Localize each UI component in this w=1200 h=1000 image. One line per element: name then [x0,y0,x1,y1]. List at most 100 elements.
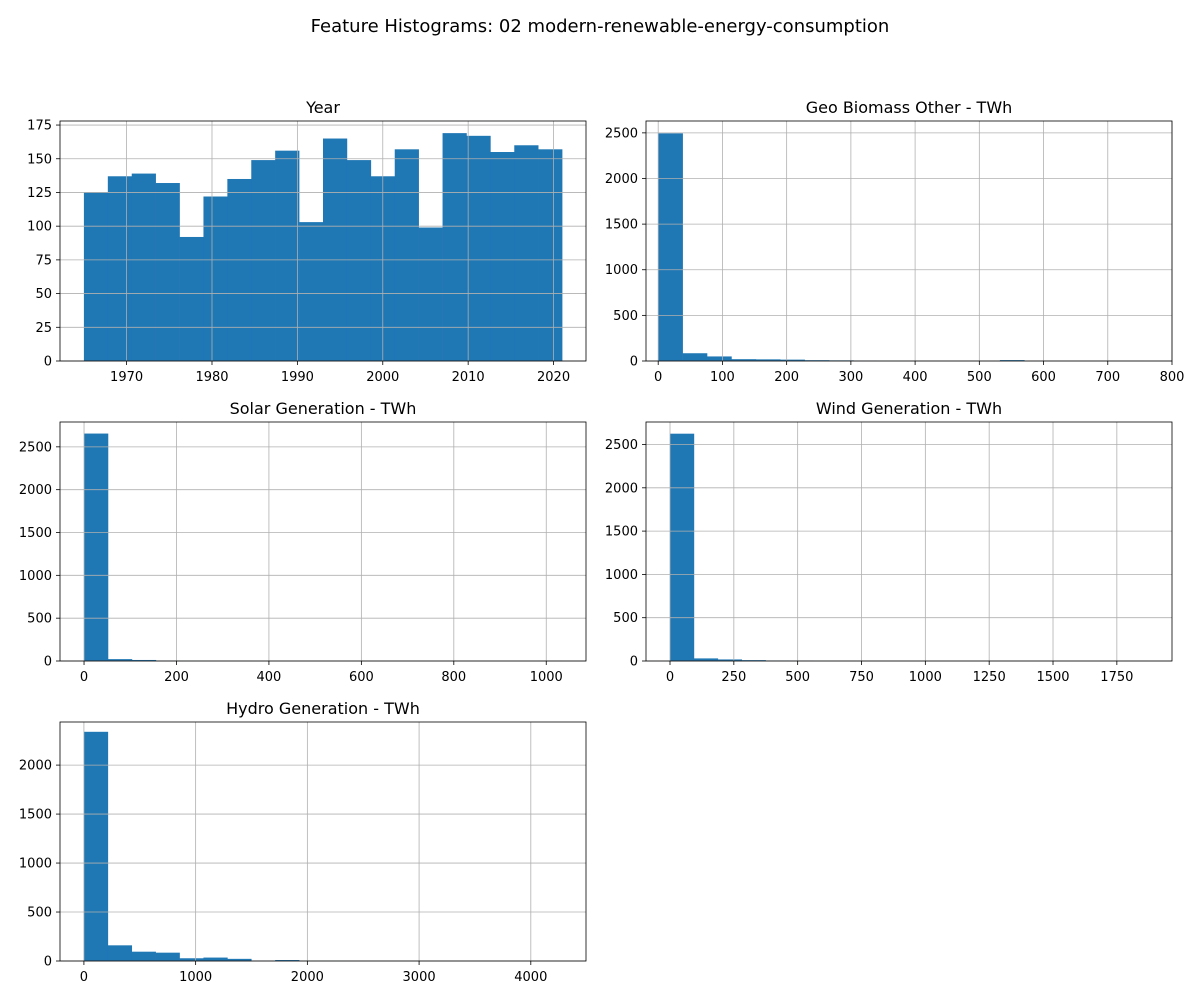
histogram-bar [442,133,467,361]
y-tick-label: 2000 [19,483,52,498]
y-tick-label: 2500 [605,438,638,453]
histogram-bar [251,160,276,361]
figure-title: Feature Histograms: 02 modern-renewable-… [310,16,890,37]
histogram-bar [131,173,156,361]
histogram-bar [514,145,539,361]
histogram-bar [670,433,695,661]
histogram-bar [203,957,228,961]
y-tick-label: 1500 [605,525,638,540]
x-tick-label: 400 [257,670,282,685]
histogram-bar [179,236,204,361]
x-tick-label: 1000 [530,670,563,685]
y-tick-label: 500 [27,612,52,627]
y-tick-label: 75 [35,253,52,268]
subplot-title: Hydro Generation - TWh [226,699,420,718]
x-tick-label: 2000 [366,370,399,385]
histogram-bar [466,135,491,361]
x-tick-label: 800 [441,670,466,685]
x-tick-label: 0 [80,670,88,685]
histogram-bar [717,659,742,661]
histogram-bar [731,359,757,361]
subplot-3: 0 200 400 600 800 1000 0 500 1000 1500 2000 2500 Sol… [19,399,587,685]
y-tick-label: 1000 [605,568,638,583]
histogram-bar [203,196,228,361]
x-tick-label: 3000 [403,970,436,985]
histogram-bar [707,356,732,361]
axes-frame [645,421,1173,662]
y-tick-label: 0 [44,655,52,670]
x-tick-label: 4000 [514,970,547,985]
histogram-bar [107,945,133,961]
subplot-title: Geo Biomass Other - TWh [806,98,1013,117]
histogram-bar [227,178,252,361]
histogram-bar [275,960,300,961]
histogram-bar [346,160,372,361]
y-tick-label: 175 [27,119,52,134]
histogram-bar [131,951,156,961]
y-tick-label: 150 [27,152,52,167]
y-tick-label: 500 [613,611,638,626]
y-tick-label: 0 [630,355,638,370]
histogram-bar [780,359,805,361]
subplot-5: 0 1000 2000 3000 4000 0 500 1000 1500 2000 Hydro G… [19,699,587,985]
histogram-bar [227,958,252,961]
histogram-bar [84,433,109,661]
histogram-bar [107,659,133,661]
x-tick-label: 100 [710,370,735,385]
y-tick-label: 2000 [19,759,52,774]
histogram-bar [490,152,515,361]
x-tick-label: 1000 [909,670,942,685]
y-tick-label: 1000 [605,263,638,278]
subplot-title: Year [305,98,340,117]
histogram-bar [155,183,180,361]
y-tick-label: 500 [613,309,638,324]
histogram-bar [275,150,300,361]
x-tick-label: 0 [80,970,88,985]
y-tick-label: 0 [44,955,52,970]
y-tick-label: 1000 [19,569,52,584]
x-tick-label: 1750 [1100,670,1133,685]
axes-frame [59,421,587,662]
axes-frame [645,120,1173,362]
histogram-bar [538,149,563,361]
x-tick-label: 300 [838,370,863,385]
y-tick-label: 2000 [605,481,638,496]
x-tick-label: 2010 [452,370,485,385]
x-tick-label: 200 [164,670,189,685]
histogram-bar [658,133,683,361]
histogram-bar [755,359,781,361]
histogram-bar [107,176,133,361]
x-tick-label: 2000 [291,970,324,985]
x-tick-label: 600 [349,670,374,685]
y-tick-label: 2500 [605,126,638,141]
y-tick-label: 50 [35,287,52,302]
x-tick-label: 1980 [195,370,228,385]
y-tick-label: 2500 [19,440,52,455]
histogram-bar [83,192,109,361]
x-tick-label: 250 [721,670,746,685]
axes-frame [59,120,587,362]
y-tick-label: 1000 [19,857,52,872]
x-tick-label: 2020 [537,370,570,385]
x-tick-label: 200 [774,370,799,385]
x-tick-label: 1990 [281,370,314,385]
x-tick-label: 500 [967,370,992,385]
x-tick-label: 700 [1095,370,1120,385]
x-tick-label: 500 [785,670,810,685]
histogram-bar [804,360,830,361]
y-tick-label: 1500 [19,808,52,823]
x-tick-label: 1000 [179,970,212,985]
y-tick-label: 0 [44,355,52,370]
histogram-bar [299,222,324,361]
subplot-2: 0 100 200 300 400 500 600 700 800 0 500 1000 1500 200… [605,98,1185,385]
y-tick-label: 25 [35,321,52,336]
x-tick-label: 750 [849,670,874,685]
histogram-bar [418,227,443,361]
y-tick-label: 1500 [605,218,638,233]
x-tick-label: 0 [666,670,674,685]
y-tick-label: 125 [27,186,52,201]
subplot-1: 1970 1980 1990 2000 2010 2020 0 25 50 75 100 125 150… [27,98,587,385]
x-tick-label: 1500 [1036,670,1069,685]
y-tick-label: 500 [27,906,52,921]
